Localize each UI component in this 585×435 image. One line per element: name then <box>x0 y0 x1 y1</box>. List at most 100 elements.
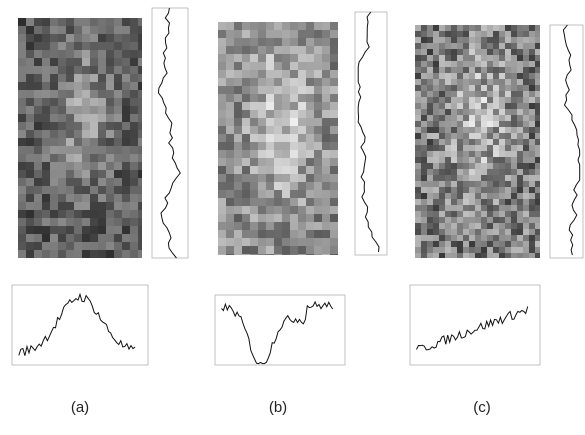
pixel <box>234 110 242 118</box>
pixel <box>493 157 499 163</box>
pixel <box>487 25 493 31</box>
pixel <box>242 110 250 118</box>
pixel <box>258 54 266 62</box>
pixel <box>457 133 463 139</box>
pixel <box>250 246 258 254</box>
pixel <box>439 187 445 193</box>
pixel <box>122 186 130 194</box>
pixel <box>469 127 475 133</box>
pixel <box>90 202 98 210</box>
pixel <box>322 62 330 70</box>
pixel <box>439 151 445 157</box>
pixel <box>298 254 306 255</box>
pixel <box>439 91 445 97</box>
pixel <box>58 74 66 82</box>
pixel <box>445 163 451 169</box>
pixel <box>451 181 457 187</box>
pixel <box>290 126 298 134</box>
pixel <box>314 254 322 255</box>
pixel <box>505 85 511 91</box>
pixel <box>421 43 427 49</box>
pixel <box>18 58 26 66</box>
pixel <box>529 133 535 139</box>
pixel <box>106 58 114 66</box>
pixel <box>421 115 427 121</box>
pixel <box>242 126 250 134</box>
pixel <box>42 154 50 162</box>
pixel <box>499 241 505 247</box>
pixel <box>34 242 42 250</box>
pixel <box>457 175 463 181</box>
pixel <box>463 127 469 133</box>
pixel <box>322 230 330 238</box>
pixel <box>130 234 138 242</box>
pixel <box>218 86 226 94</box>
pixel <box>499 67 505 73</box>
pixel <box>322 142 330 150</box>
pixel <box>314 190 322 198</box>
pixel <box>481 85 487 91</box>
pixel <box>433 229 439 235</box>
pixel <box>415 43 421 49</box>
pixel <box>226 198 234 206</box>
pixel <box>50 170 58 178</box>
pixel <box>499 37 505 43</box>
pixel <box>463 235 469 241</box>
pixel <box>499 163 505 169</box>
pixel <box>242 166 250 174</box>
pixel <box>439 193 445 199</box>
pixel <box>274 86 282 94</box>
pixel <box>74 42 82 50</box>
pixel <box>258 38 266 46</box>
pixel <box>90 114 98 122</box>
pixel <box>90 90 98 98</box>
pixel <box>250 118 258 126</box>
pixel <box>314 230 322 238</box>
pixel <box>505 187 511 193</box>
pixel <box>457 25 463 31</box>
pixel <box>58 122 66 130</box>
pixel <box>290 38 298 46</box>
pixel <box>66 226 74 234</box>
pixel <box>138 250 142 258</box>
pixel <box>138 74 142 82</box>
pixel <box>98 82 106 90</box>
pixel <box>114 58 122 66</box>
pixel <box>433 205 439 211</box>
pixel <box>415 211 421 217</box>
pixel <box>529 55 535 61</box>
pixel <box>505 253 511 258</box>
pixel <box>258 214 266 222</box>
pixel <box>106 130 114 138</box>
pixel <box>457 235 463 241</box>
pixel <box>58 98 66 106</box>
pixel <box>306 206 314 214</box>
pixel <box>114 122 122 130</box>
pixel <box>487 43 493 49</box>
pixel <box>306 38 314 46</box>
pixel <box>517 193 523 199</box>
pixel <box>82 130 90 138</box>
pixel <box>26 74 34 82</box>
pixel <box>439 115 445 121</box>
pixel <box>66 138 74 146</box>
pixel <box>493 85 499 91</box>
pixel <box>445 211 451 217</box>
pixel <box>74 90 82 98</box>
pixel <box>50 26 58 34</box>
pixel <box>499 235 505 241</box>
pixel <box>427 31 433 37</box>
pixel <box>439 25 445 31</box>
pixel <box>298 214 306 222</box>
pixel <box>226 214 234 222</box>
pixel <box>481 211 487 217</box>
pixel <box>90 130 98 138</box>
pixel <box>274 110 282 118</box>
pixel <box>529 121 535 127</box>
pixel <box>82 210 90 218</box>
pixel <box>26 18 34 26</box>
pixel <box>523 235 529 241</box>
pixel <box>98 186 106 194</box>
pixel <box>330 230 338 238</box>
pixel <box>493 241 499 247</box>
